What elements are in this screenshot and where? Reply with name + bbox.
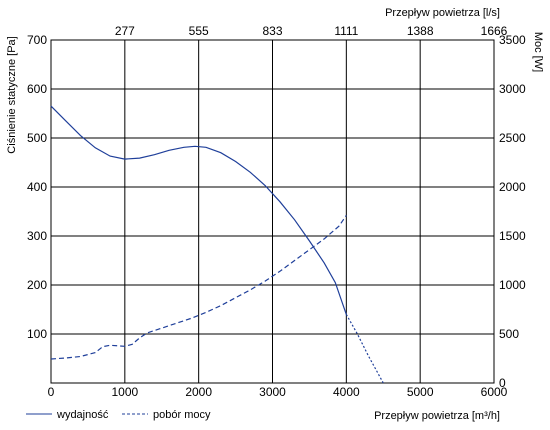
x-top-tick-label: 1388 — [407, 24, 434, 38]
y-right-tick-label: 3500 — [499, 33, 526, 47]
y-left-tick-label: 700 — [27, 33, 47, 47]
y-right-tick-label: 3000 — [499, 82, 526, 96]
y-right-tick-label: 2000 — [499, 180, 526, 194]
x-top-tick-label: 1666 — [481, 24, 508, 38]
series-line-solid-0 — [50, 105, 347, 315]
y-right-tick-label: 0 — [499, 376, 506, 390]
x-bottom-tick-label: 4000 — [333, 385, 360, 399]
grid — [51, 40, 494, 383]
x-top-tick-label: 833 — [262, 24, 282, 38]
x-top-tick-label: 555 — [189, 24, 209, 38]
legend: wydajność pobór mocy — [26, 409, 211, 421]
x-top-tick-label: 277 — [115, 24, 135, 38]
series-line-dotted-1 — [345, 314, 384, 384]
y-right-tick-label: 2500 — [499, 131, 526, 145]
series-layer — [50, 105, 384, 384]
x-bottom-tick-label: 3000 — [259, 385, 286, 399]
x-top-axis-title: Przepływ powietrza [l/s] — [385, 7, 500, 19]
y-left-tick-label: 300 — [27, 229, 47, 243]
y-left-tick-label: 600 — [27, 82, 47, 96]
x-bottom-tick-label: 1000 — [111, 385, 138, 399]
series-line-dashed-2 — [50, 215, 347, 360]
y-right-axis-title: Moc [W] — [532, 32, 544, 72]
legend-label-1: pobór mocy — [153, 409, 211, 421]
x-bottom-tick-label: 2000 — [185, 385, 212, 399]
y-right-tick-label: 1500 — [499, 229, 526, 243]
y-left-tick-label: 500 — [27, 131, 47, 145]
y-right-tick-label: 500 — [499, 327, 519, 341]
y-left-tick-label: 200 — [27, 278, 47, 292]
x-bottom-tick-label: 6000 — [481, 385, 508, 399]
y-left-tick-label: 400 — [27, 180, 47, 194]
x-top-tick-label: 1111 — [334, 24, 358, 38]
y-left-tick-label: 100 — [27, 327, 47, 341]
y-left-axis-title: Ciśnienie statyczne [Pa] — [6, 36, 18, 153]
legend-label-0: wydajność — [56, 409, 109, 421]
x-bottom-tick-label: 0 — [48, 385, 55, 399]
plot-frame — [50, 39, 495, 384]
y-right-tick-label: 1000 — [499, 278, 526, 292]
x-bottom-tick-label: 5000 — [407, 385, 434, 399]
x-bottom-axis-title: Przepływ powietrza [m³/h] — [374, 410, 500, 422]
